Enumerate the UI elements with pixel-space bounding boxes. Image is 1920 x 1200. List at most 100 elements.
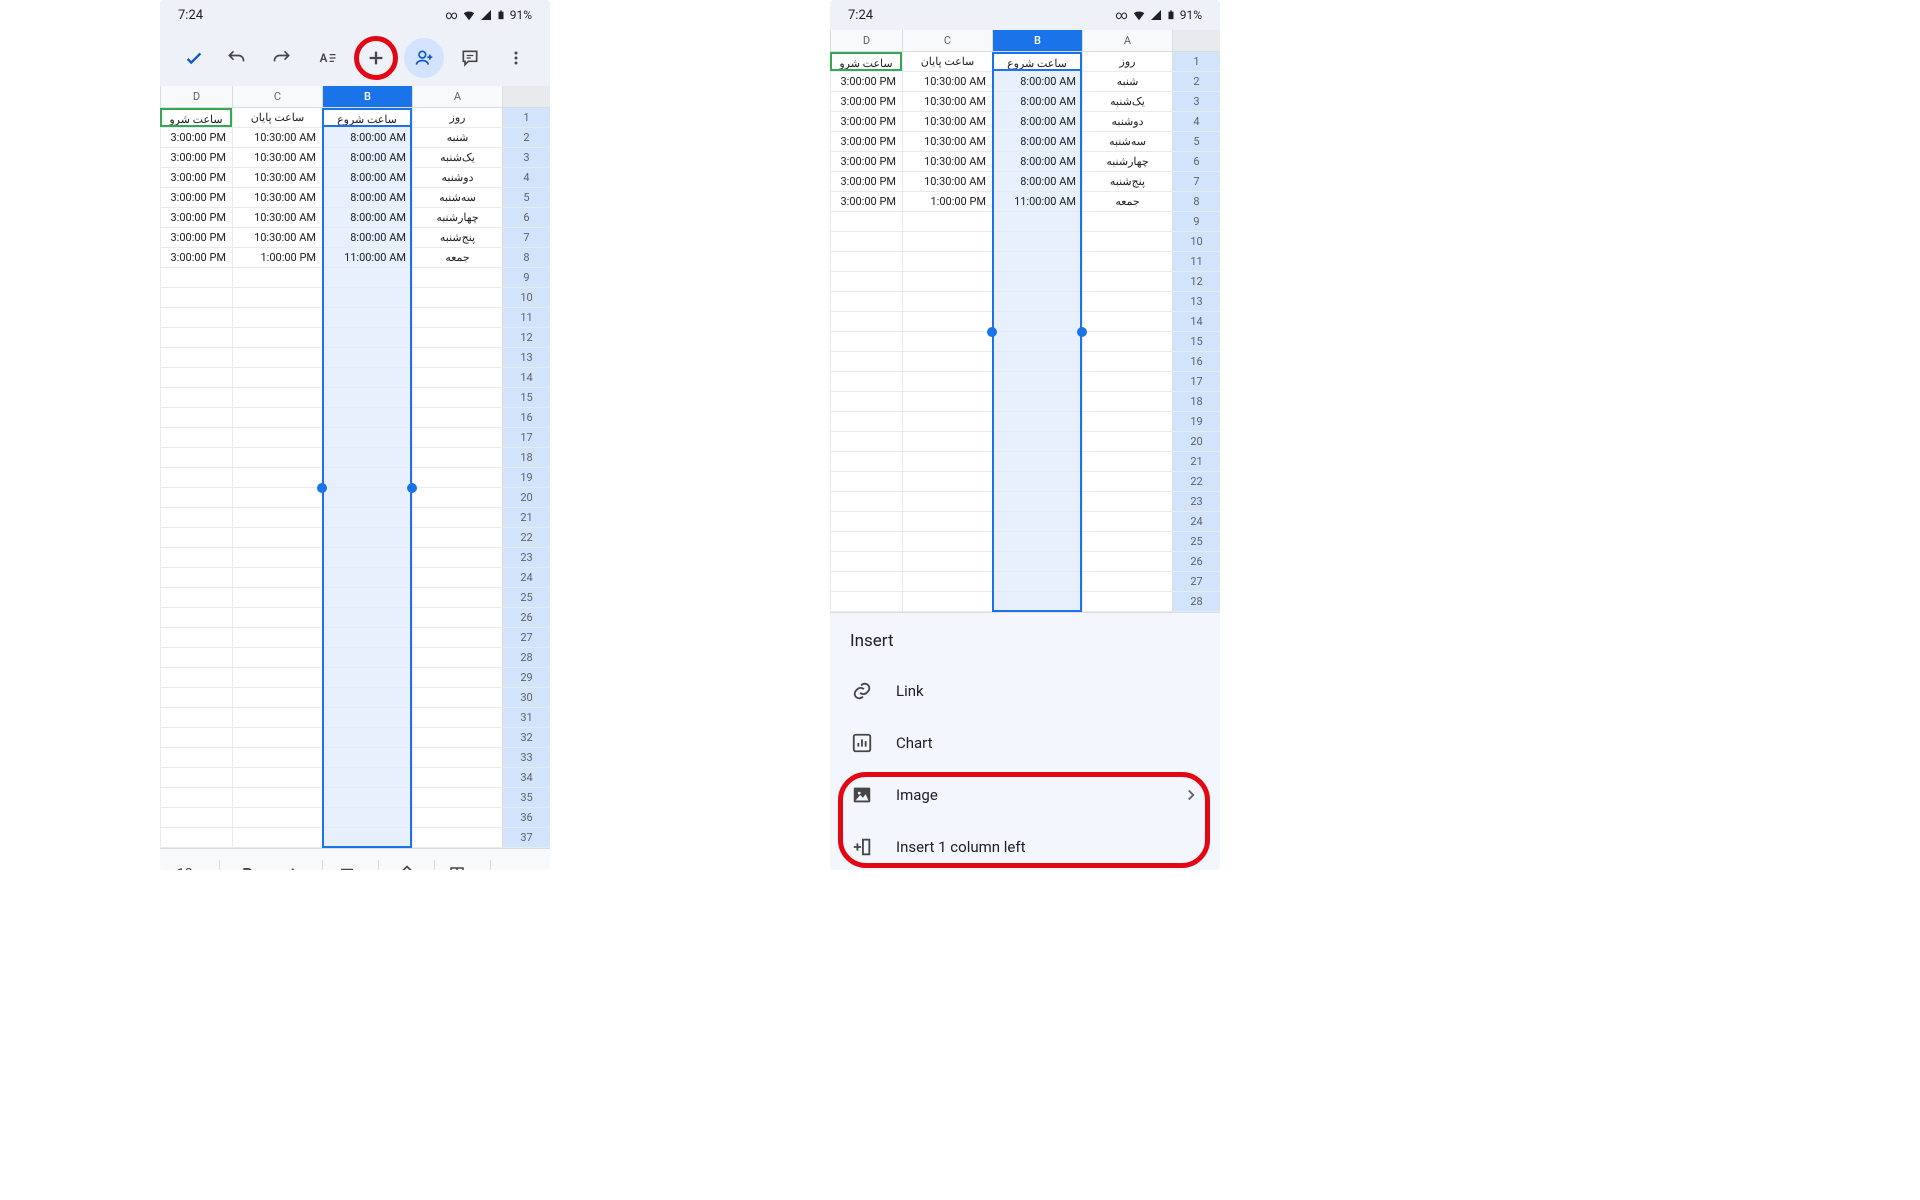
row-number[interactable]: 23 (1172, 492, 1220, 511)
row-number[interactable]: 27 (502, 628, 550, 647)
table-row[interactable]: 3:00:00 PM10:30:00 AM8:00:00 AMسه‌شنبه5 (160, 188, 550, 208)
cell[interactable] (412, 568, 502, 587)
table-row[interactable]: ساعت شروساعت پایانساعت شروعروز1 (830, 52, 1220, 72)
col-header-c[interactable]: C (902, 30, 992, 51)
cell[interactable] (322, 768, 412, 787)
row-number[interactable]: 12 (502, 328, 550, 347)
cell[interactable] (992, 312, 1082, 331)
row-number[interactable]: 24 (502, 568, 550, 587)
table-row[interactable]: 3:00:00 PM1:00:00 PM11:00:00 AMجمعه8 (830, 192, 1220, 212)
table-row[interactable]: 36 (160, 808, 550, 828)
cell[interactable]: 10:30:00 AM (232, 148, 322, 167)
cell[interactable]: 3:00:00 PM (830, 132, 902, 151)
row-number[interactable]: 17 (502, 428, 550, 447)
cell[interactable]: 3:00:00 PM (160, 128, 232, 147)
table-row[interactable]: 12 (160, 328, 550, 348)
cell[interactable] (1082, 332, 1172, 351)
cell[interactable]: چهارشنبه (412, 208, 502, 227)
table-row[interactable]: ساعت شروساعت پایانساعت شروعروز1 (160, 108, 550, 128)
table-row[interactable]: 23 (160, 548, 550, 568)
cell[interactable]: 8:00:00 AM (992, 172, 1082, 191)
cell[interactable]: 10:30:00 AM (902, 172, 992, 191)
table-row[interactable]: 3:00:00 PM10:30:00 AM8:00:00 AMپنج‌شنبه7 (830, 172, 1220, 192)
cell[interactable]: 3:00:00 PM (830, 112, 902, 131)
table-row[interactable]: 13 (830, 292, 1220, 312)
cell[interactable] (902, 312, 992, 331)
corner-cell[interactable] (502, 86, 550, 107)
cell[interactable]: 8:00:00 AM (322, 228, 412, 247)
cell[interactable]: 10:30:00 AM (232, 168, 322, 187)
cell[interactable]: پنج‌شنبه (1082, 172, 1172, 191)
cell[interactable] (830, 532, 902, 551)
cell[interactable] (322, 748, 412, 767)
cell[interactable] (902, 572, 992, 591)
cell[interactable] (992, 532, 1082, 551)
comment-button[interactable] (450, 38, 490, 78)
table-row[interactable]: 14 (160, 368, 550, 388)
cell[interactable] (992, 332, 1082, 351)
cell[interactable] (160, 388, 232, 407)
cell[interactable] (322, 648, 412, 667)
table-row[interactable]: 3:00:00 PM1:00:00 PM11:00:00 AMجمعه8 (160, 248, 550, 268)
cell[interactable]: 3:00:00 PM (830, 172, 902, 191)
cell[interactable] (322, 608, 412, 627)
cell[interactable]: 3:00:00 PM (160, 228, 232, 247)
cell[interactable] (160, 288, 232, 307)
cell[interactable]: پنج‌شنبه (412, 228, 502, 247)
cell[interactable] (322, 548, 412, 567)
cell[interactable] (232, 768, 322, 787)
cell[interactable] (412, 308, 502, 327)
table-row[interactable]: 19 (160, 468, 550, 488)
row-number[interactable]: 11 (502, 308, 550, 327)
col-header-a[interactable]: A (1082, 30, 1172, 51)
row-number[interactable]: 3 (502, 148, 550, 167)
cell[interactable] (412, 428, 502, 447)
cell[interactable] (160, 808, 232, 827)
cell[interactable] (412, 788, 502, 807)
cell[interactable] (232, 288, 322, 307)
table-row[interactable]: 27 (160, 628, 550, 648)
cell[interactable] (902, 512, 992, 531)
cell[interactable] (902, 532, 992, 551)
cell[interactable] (992, 392, 1082, 411)
cell[interactable] (322, 628, 412, 647)
row-number[interactable]: 1 (1172, 52, 1220, 71)
row-number[interactable]: 34 (502, 768, 550, 787)
cell[interactable]: 8:00:00 AM (322, 128, 412, 147)
cell[interactable]: 8:00:00 AM (992, 132, 1082, 151)
cell[interactable] (160, 268, 232, 287)
cell[interactable] (160, 708, 232, 727)
cell[interactable]: یک‌شنبه (412, 148, 502, 167)
cell[interactable] (992, 212, 1082, 231)
cell[interactable] (322, 328, 412, 347)
cell[interactable] (322, 428, 412, 447)
cell[interactable] (232, 828, 322, 847)
cell[interactable]: 10:30:00 AM (902, 152, 992, 171)
cell[interactable] (902, 412, 992, 431)
cell[interactable] (992, 272, 1082, 291)
cell[interactable]: 8:00:00 AM (992, 72, 1082, 91)
row-number[interactable]: 6 (502, 208, 550, 227)
done-button[interactable] (174, 38, 214, 78)
row-number[interactable]: 22 (1172, 472, 1220, 491)
cell[interactable]: ساعت پایان (902, 52, 992, 71)
cell[interactable] (412, 608, 502, 627)
row-number[interactable]: 21 (1172, 452, 1220, 471)
table-row[interactable]: 3:00:00 PM10:30:00 AM8:00:00 AMسه‌شنبه5 (830, 132, 1220, 152)
cell[interactable] (232, 748, 322, 767)
cell[interactable] (232, 708, 322, 727)
cell[interactable]: دوشنبه (1082, 112, 1172, 131)
corner-cell[interactable] (1172, 30, 1220, 51)
cell[interactable] (992, 572, 1082, 591)
cell[interactable]: ساعت شرو (160, 108, 232, 127)
column-headers[interactable]: D C B A (830, 30, 1220, 52)
cell[interactable] (412, 628, 502, 647)
cell[interactable]: 10:30:00 AM (232, 128, 322, 147)
cell[interactable] (160, 528, 232, 547)
cell-format-button[interactable] (442, 854, 482, 871)
cell[interactable] (232, 648, 322, 667)
cell[interactable]: 3:00:00 PM (160, 168, 232, 187)
text-format-button[interactable]: A (308, 38, 348, 78)
cell[interactable]: 3:00:00 PM (830, 72, 902, 91)
cell[interactable] (902, 332, 992, 351)
